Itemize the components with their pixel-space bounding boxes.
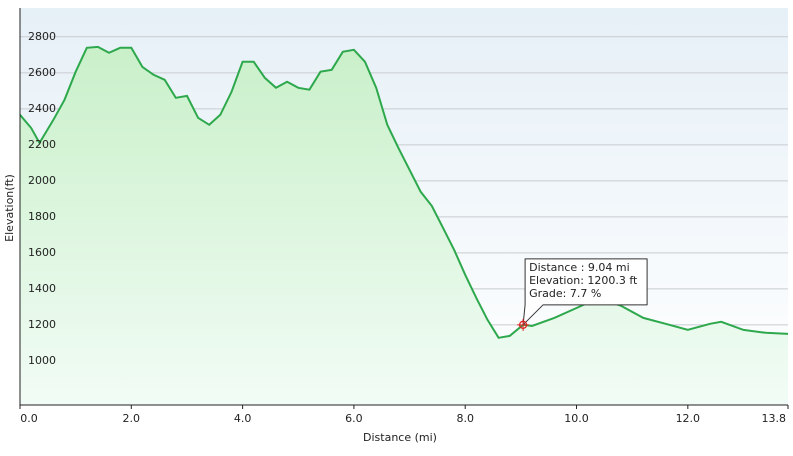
x-tick-label: 4.0 [234, 412, 252, 425]
x-tick-label: 2.0 [123, 412, 141, 425]
tooltip-text: Distance : 9.04 mi [529, 261, 630, 274]
x-tick-label: 13.8 [762, 412, 787, 425]
y-tick-label: 1800 [28, 210, 56, 223]
y-tick-label: 2000 [28, 174, 56, 187]
y-tick-label: 2400 [28, 102, 56, 115]
y-tick-label: 1600 [28, 246, 56, 259]
y-axis-label: Elevation(ft) [3, 174, 16, 242]
y-tick-label: 1400 [28, 282, 56, 295]
tooltip-text: Elevation: 1200.3 ft [529, 274, 638, 287]
x-axis-label: Distance (mi) [363, 431, 437, 444]
x-tick-label: 0.0 [20, 412, 38, 425]
area-fill [20, 46, 788, 406]
x-tick-label: 6.0 [345, 412, 363, 425]
marker-cross [517, 318, 530, 331]
y-tick-label: 2200 [28, 138, 56, 151]
x-tick-label: 8.0 [456, 412, 474, 425]
tooltip-text: Grade: 7.7 % [529, 287, 601, 300]
x-tick-label: 12.0 [676, 412, 701, 425]
y-tick-label: 2800 [28, 30, 56, 43]
y-tick-label: 1000 [28, 354, 56, 367]
x-tick-label: 10.0 [564, 412, 589, 425]
y-tick-label: 1200 [28, 318, 56, 331]
y-tick-label: 2600 [28, 66, 56, 79]
